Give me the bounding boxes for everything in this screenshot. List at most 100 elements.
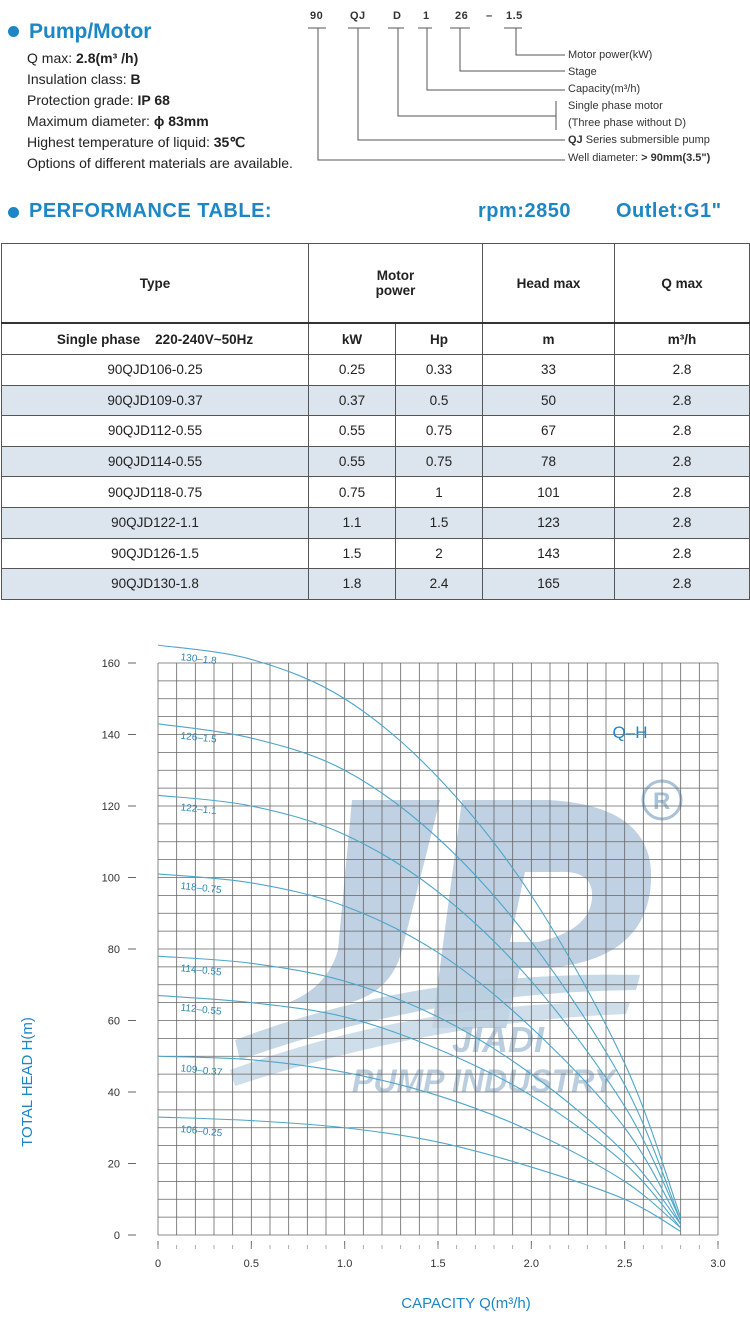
code-token-series: QJ	[350, 10, 366, 22]
y-tick-label: 20	[108, 1159, 120, 1171]
model-code-connector-lines	[308, 27, 565, 161]
legend-motor-power: Motor power(kW)	[568, 49, 653, 61]
legend-single-phase: Single phase motor	[568, 100, 663, 112]
performance-curve	[157, 994, 682, 1229]
outlet-label: Outlet:G1"	[616, 200, 722, 222]
cell-kw: 0.55	[308, 445, 396, 478]
table-row: 90QJD126-1.5 1.5 2 143 2.8	[1, 537, 750, 570]
performance-curve	[157, 1116, 681, 1232]
cell-type: 90QJD118-0.75	[1, 476, 309, 508]
cell-head: 50	[482, 384, 616, 417]
cell-head: 33	[482, 354, 616, 386]
section-bullet-icon	[8, 207, 19, 218]
performance-curve	[157, 723, 682, 1221]
table-row: 90QJD122-1.1 1.1 1.5 123 2.8	[1, 506, 750, 539]
cell-hp: 0.75	[394, 445, 484, 478]
subheader-kw: kW	[308, 322, 396, 355]
cell-hp: 0.5	[394, 384, 484, 417]
x-tick-label: 2.5	[617, 1258, 632, 1270]
header-type: Type	[1, 243, 309, 324]
y-tick-label: 80	[108, 944, 120, 956]
legend-three-phase: (Three phase without D)	[568, 117, 686, 129]
x-tick-label: 1.5	[430, 1258, 445, 1270]
cell-head: 123	[482, 506, 616, 539]
header-motor-power: Motor power	[307, 243, 484, 324]
spec-temperature: Highest temperature of liquid: 35℃	[27, 134, 246, 150]
curve-label: 122–1.1	[180, 802, 218, 817]
spec-materials: Options of different materials are avail…	[27, 155, 293, 171]
x-tick-label: 0	[155, 1258, 161, 1270]
cell-head: 101	[482, 476, 616, 508]
performance-curve	[157, 873, 682, 1225]
y-tick-label: 120	[102, 801, 120, 813]
cell-head: 143	[482, 537, 616, 570]
spec-q-max: Q max: 2.8(m³ /h)	[27, 50, 139, 66]
x-axis-label: CAPACITY Q(m³/h)	[401, 1295, 530, 1312]
cell-hp: 1.5	[394, 506, 484, 539]
watermark-swoosh	[230, 1001, 630, 1086]
code-token-diameter: 90	[310, 10, 324, 22]
chart-title: Q–H	[613, 723, 648, 742]
watermark-pump-industry-text: PUMP INDUSTRY	[352, 1063, 618, 1099]
cell-kw: 0.37	[308, 384, 396, 417]
cell-hp: 0.75	[394, 415, 484, 447]
cell-kw: 1.5	[308, 537, 396, 570]
table-row: 90QJD114-0.55 0.55 0.75 78 2.8	[1, 445, 750, 478]
curve-label: 118–0.75	[180, 881, 222, 896]
cell-type: 90QJD109-0.37	[1, 384, 309, 417]
curve-label: 112–0.55	[180, 1003, 222, 1018]
table-row: 90QJD130-1.8 1.8 2.4 165 2.8	[1, 568, 750, 600]
cell-hp: 0.33	[394, 354, 484, 386]
subheader-hp: Hp	[394, 322, 484, 355]
table-row: 90QJD118-0.75 0.75 1 101 2.8	[1, 476, 750, 508]
legend-capacity: Capacity(m³/h)	[568, 83, 641, 95]
cell-kw: 0.75	[308, 476, 396, 508]
spec-diameter: Maximum diameter: ϕ 83mm	[27, 113, 209, 129]
cell-hp: 2.4	[394, 568, 484, 600]
subheader-m3h: m³/h	[614, 322, 750, 355]
x-tick-label: 1.0	[337, 1258, 352, 1270]
watermark-logo: JIADI PUMP INDUSTRY R	[230, 779, 683, 1099]
y-tick-label: 60	[108, 1016, 120, 1028]
subheader-m: m	[482, 322, 616, 355]
watermark-p-shape	[432, 800, 652, 1028]
y-tick-label: 100	[102, 873, 120, 885]
x-tick-label: 2.0	[524, 1258, 539, 1270]
watermark-j-shape	[290, 800, 440, 1002]
x-tick-label: 3.0	[710, 1258, 725, 1270]
cell-qmax: 2.8	[614, 568, 750, 600]
y-axis-label: TOTAL HEAD H(m)	[19, 1017, 36, 1147]
performance-curve	[157, 955, 682, 1225]
curve-label: 126–1.5	[180, 731, 218, 746]
cell-kw: 1.8	[308, 568, 396, 600]
cell-head: 78	[482, 445, 616, 478]
table-row: 90QJD112-0.55 0.55 0.75 67 2.8	[1, 415, 750, 447]
qh-chart: JIADI PUMP INDUSTRY R 130–1.8 126–1.5 122–…	[19, 644, 726, 1312]
curve-label: 114–0.55	[180, 963, 222, 978]
spec-insulation: Insulation class: B	[27, 71, 141, 87]
performance-table-title: PERFORMANCE TABLE:	[29, 200, 273, 222]
table-row: 90QJD109-0.37 0.37 0.5 50 2.8	[1, 384, 750, 417]
spec-protection: Protection grade: IP 68	[27, 92, 170, 108]
cell-kw: 1.1	[308, 506, 396, 539]
cell-kw: 0.55	[308, 415, 396, 447]
cell-head: 165	[482, 568, 616, 600]
code-token-power: 1.5	[506, 10, 523, 22]
cell-type: 90QJD114-0.55	[1, 445, 309, 478]
cell-type: 90QJD106-0.25	[1, 354, 309, 386]
legend-well-diameter: Well diameter: > 90mm(3.5")	[568, 152, 711, 164]
cell-qmax: 2.8	[614, 354, 750, 386]
performance-table: Type Motor power Head max Q max Single ph…	[1, 243, 750, 600]
x-tick-label: 0.5	[244, 1258, 259, 1270]
pump-motor-title: Pump/Motor	[29, 20, 152, 43]
code-token-dash: –	[486, 10, 493, 22]
code-token-stage: 26	[455, 10, 469, 22]
cell-qmax: 2.8	[614, 445, 750, 478]
section-bullet-icon	[8, 26, 19, 37]
cell-qmax: 2.8	[614, 506, 750, 539]
performance-curve	[157, 644, 682, 1218]
rpm-label: rpm:2850	[478, 200, 571, 222]
y-tick-label: 0	[114, 1230, 120, 1242]
legend-qj-series: QJ Series submersible pump	[568, 134, 710, 146]
curve-label: 109–0.37	[180, 1063, 223, 1078]
